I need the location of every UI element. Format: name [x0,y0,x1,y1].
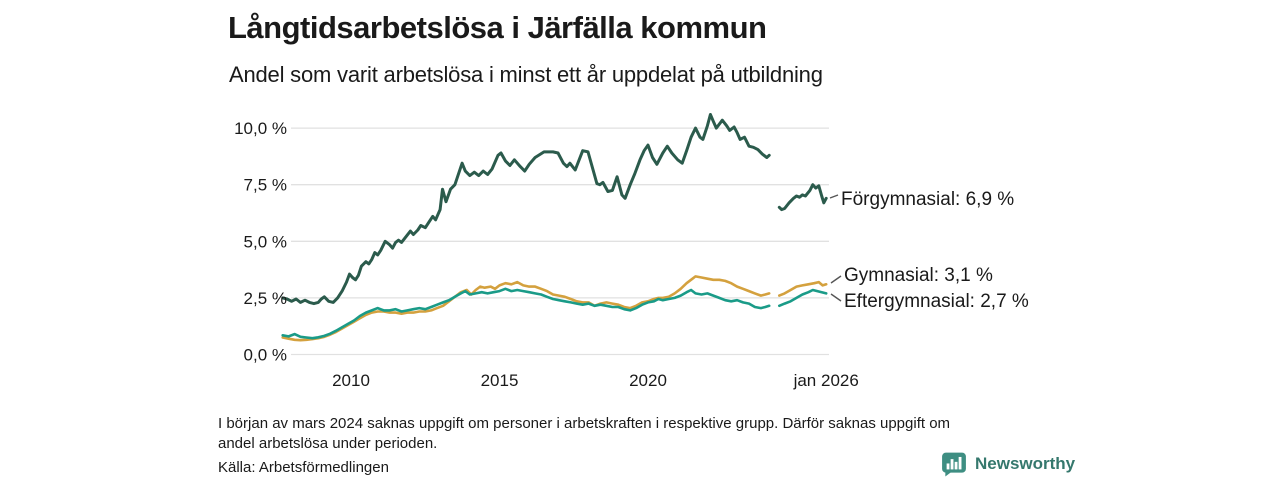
series-line-förgymnasial [777,183,828,212]
x-tick-label: 2010 [332,371,370,390]
series-end-labels: Förgymnasial: 6,9 % Gymnasial: 3,1 % Efter… [829,189,1029,312]
y-tick-label: 0,0 % [244,346,287,365]
footnote-line-2: andel arbetslösa under perioden. [218,435,438,452]
y-axis-labels: 0,0 % 2,5 % 5,0 % 7,5 % 10,0 % [234,119,287,364]
series-line-eftergymnasial [281,287,771,340]
x-tick-label: jan 2026 [793,371,859,390]
x-tick-label: 2015 [481,371,519,390]
series-lines [281,113,828,342]
label-leader-line [830,293,842,302]
series-line-förgymnasial [281,113,771,306]
chart-title: Långtidsarbetslösa i Järfälla kommun [228,10,767,45]
series-label-gymnasial: Gymnasial: 3,1 % [844,265,993,286]
x-axis-labels: 2010 2015 2020 jan 2026 [332,371,859,390]
chart-subtitle: Andel som varit arbetslösa i minst ett å… [229,62,823,87]
newsworthy-branding: Newsworthy [941,451,1075,477]
newsworthy-logo-text: Newsworthy [975,454,1076,473]
series-line-eftergymnasial [777,288,828,308]
y-tick-label: 5,0 % [244,232,287,251]
newsworthy-logo-icon [942,452,966,477]
series-label-eftergymnasial: Eftergymnasial: 2,7 % [844,291,1029,312]
y-tick-label: 2,5 % [244,289,287,308]
label-leader-line [830,275,842,284]
x-tick-label: 2020 [629,371,667,390]
source-label: Källa: Arbetsförmedlingen [218,459,389,476]
series-label-förgymnasial: Förgymnasial: 6,9 % [841,189,1014,210]
label-leader-line [829,194,839,199]
series-line-gymnasial [281,275,771,342]
chart-footnote: I början av mars 2024 saknas uppgift om … [218,414,1118,454]
y-tick-label: 7,5 % [244,176,287,195]
y-tick-label: 10,0 % [234,119,287,138]
gridlines [291,127,829,356]
footnote-line-1: I början av mars 2024 saknas uppgift om … [218,415,951,432]
series-line-gymnasial [777,280,828,297]
